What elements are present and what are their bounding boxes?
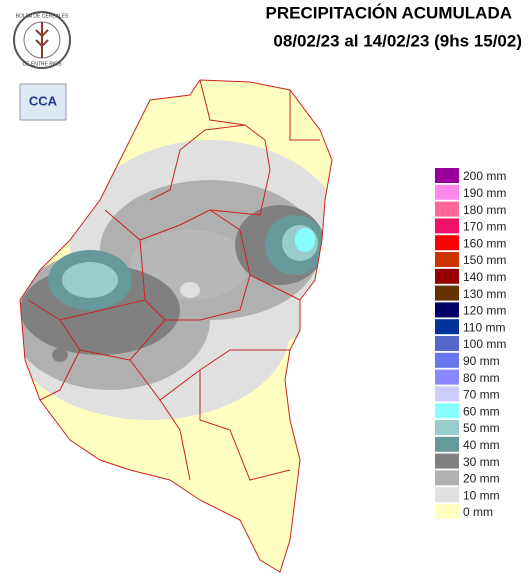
legend-swatch — [435, 201, 459, 217]
legend-swatch — [435, 420, 459, 435]
legend-label: 60 mm — [463, 404, 500, 418]
legend-label: 110 mm — [463, 320, 505, 334]
legend-label: 40 mm — [463, 438, 500, 452]
legend-swatch — [435, 285, 459, 301]
subtitle: 08/02/23 al 14/02/23 (9hs 15/02) — [273, 31, 522, 50]
legend-label: 20 mm — [463, 472, 500, 486]
legend-swatch — [435, 184, 459, 200]
precipitation-map — [20, 80, 332, 572]
logo-top-text: BOLSA DE CEREALES — [16, 13, 69, 19]
legend-swatch — [435, 268, 459, 284]
legend-label: 10 mm — [463, 488, 500, 502]
legend-swatch — [435, 369, 459, 385]
department-borders — [19, 79, 333, 573]
legend-swatch — [435, 319, 459, 335]
legend-swatch — [435, 470, 459, 486]
legend-label: 190 mm — [463, 186, 506, 200]
legend-swatch — [435, 252, 459, 267]
legend-label: 170 mm — [463, 220, 506, 234]
legend-swatch — [435, 235, 459, 251]
logo-badge: CCA — [29, 93, 58, 108]
legend-label: 80 mm — [463, 371, 500, 385]
legend-swatch — [435, 302, 459, 318]
legend-label: 50 mm — [463, 421, 500, 435]
legend-label: 100 mm — [463, 337, 506, 351]
legend-swatch — [435, 487, 459, 503]
legend-label: 0 mm — [463, 505, 493, 519]
logo: BOLSA DE CEREALES DE ENTRE RIOS CCA — [13, 11, 71, 121]
legend-swatch — [435, 336, 459, 351]
logo-bottom-text: DE ENTRE RIOS — [23, 61, 63, 67]
legend-swatch — [435, 352, 459, 368]
legend-label: 160 mm — [463, 236, 506, 250]
legend-label: 70 mm — [463, 388, 500, 402]
legend-label: 180 mm — [463, 203, 506, 217]
legend-label: 30 mm — [463, 455, 500, 469]
legend-label: 130 mm — [463, 287, 506, 301]
legend-swatch — [435, 436, 459, 452]
legend-label: 140 mm — [463, 270, 506, 284]
legend-swatch — [435, 453, 459, 469]
legend-swatch — [435, 386, 459, 402]
legend-swatch — [435, 403, 459, 419]
legend-swatch — [435, 218, 459, 234]
legend-swatch — [435, 504, 459, 519]
title: PRECIPITACIÓN ACUMULADA — [266, 3, 513, 22]
legend-label: 120 mm — [463, 304, 506, 318]
legend-label: 150 mm — [463, 253, 506, 267]
legend-label: 90 mm — [463, 354, 500, 368]
legend-swatch — [435, 168, 459, 183]
legend-label: 200 mm — [463, 169, 506, 183]
